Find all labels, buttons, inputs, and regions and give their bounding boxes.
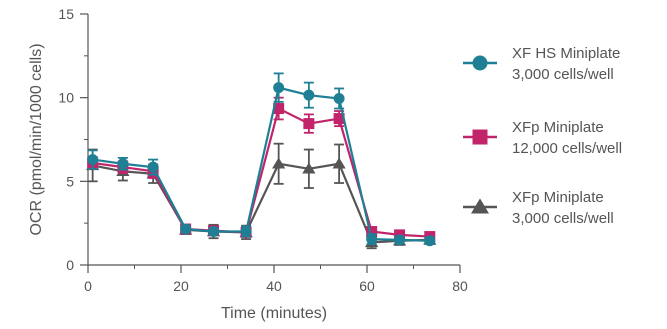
legend-entry-2: XFp Miniplate 3,000 cells/well	[463, 189, 614, 227]
data-point	[366, 226, 378, 238]
legend-label: XFp Miniplate	[512, 119, 604, 136]
y-tick-label: 15	[58, 6, 74, 22]
y-tick-label: 0	[66, 257, 74, 273]
series-0	[87, 72, 436, 247]
data-point	[424, 235, 436, 247]
data-point	[332, 157, 346, 169]
legend-marker	[471, 198, 489, 214]
data-point	[333, 113, 345, 125]
data-point	[147, 161, 159, 173]
x-tick-label: 40	[266, 278, 282, 294]
data-point	[87, 154, 99, 166]
x-tick-label: 0	[84, 278, 92, 294]
data-point	[272, 157, 286, 169]
x-tick-label: 80	[452, 278, 468, 294]
data-point	[117, 158, 129, 170]
series-1	[87, 96, 436, 243]
legend-entry-0: XF HS Miniplate 3,000 cells/well	[463, 45, 620, 83]
series-layer	[86, 72, 437, 250]
data-point	[366, 233, 378, 245]
data-point	[240, 226, 252, 238]
data-point	[303, 118, 315, 130]
series-line	[92, 86, 430, 242]
legend-label: XF HS Miniplate	[512, 45, 620, 62]
data-point	[302, 162, 316, 174]
x-axis-title: Time (minutes)	[221, 305, 327, 322]
legend-sublabel: 3,000 cells/well	[512, 66, 614, 83]
legend-sublabel: 12,000 cells/well	[512, 140, 622, 157]
x-tick-label: 60	[359, 278, 375, 294]
data-point	[333, 93, 345, 105]
y-tick-label: 10	[58, 90, 74, 106]
data-point	[303, 89, 315, 101]
data-point	[208, 226, 220, 238]
y-tick-label: 5	[66, 173, 74, 189]
legend-marker	[472, 129, 488, 145]
legend-sublabel: 3,000 cells/well	[512, 210, 614, 227]
x-tick-label: 20	[173, 278, 189, 294]
data-point	[180, 223, 192, 235]
legend-label: XFp Miniplate	[512, 189, 604, 206]
data-point	[273, 103, 285, 115]
data-point	[394, 234, 406, 246]
legend-entry-1: XFp Miniplate 12,000 cells/well	[463, 119, 622, 157]
legend-marker	[472, 55, 488, 71]
data-point	[273, 82, 285, 94]
y-axis-title: OCR (pmol/min/1000 cells)	[28, 43, 45, 235]
axes: 0 5 10 15 0 20 40 60 80	[58, 6, 468, 294]
